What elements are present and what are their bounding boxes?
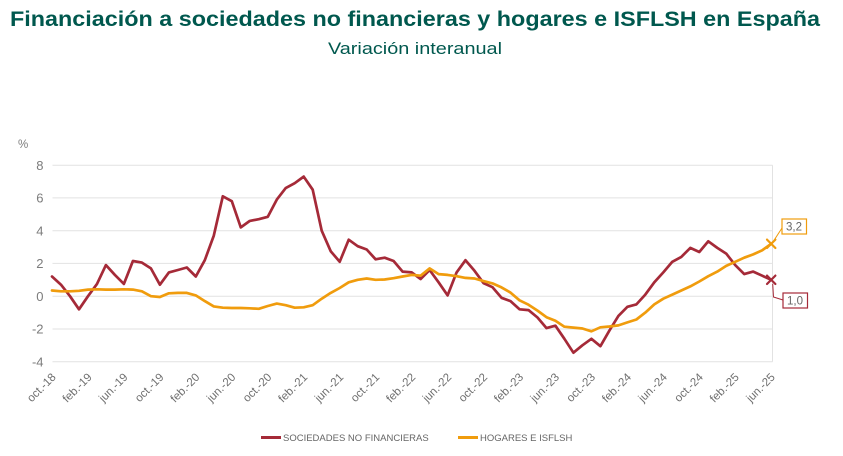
svg-text:1,0: 1,0 xyxy=(787,296,803,308)
svg-text:0: 0 xyxy=(36,289,43,304)
svg-text:Financiación a sociedades no f: Financiación a sociedades no financieras… xyxy=(10,8,820,31)
svg-text:2: 2 xyxy=(36,256,43,271)
svg-text:%: % xyxy=(18,139,28,151)
svg-text:6: 6 xyxy=(36,191,43,206)
svg-text:-2: -2 xyxy=(32,322,44,337)
svg-text:4: 4 xyxy=(36,223,43,238)
svg-text:-4: -4 xyxy=(32,354,44,369)
svg-text:3,2: 3,2 xyxy=(786,222,802,234)
svg-text:SOCIEDADES NO FINANCIERAS: SOCIEDADES NO FINANCIERAS xyxy=(283,433,429,444)
svg-text:Variación interanual: Variación interanual xyxy=(328,39,502,58)
svg-text:8: 8 xyxy=(36,158,43,173)
svg-text:HOGARES E ISFLSH: HOGARES E ISFLSH xyxy=(480,433,573,444)
